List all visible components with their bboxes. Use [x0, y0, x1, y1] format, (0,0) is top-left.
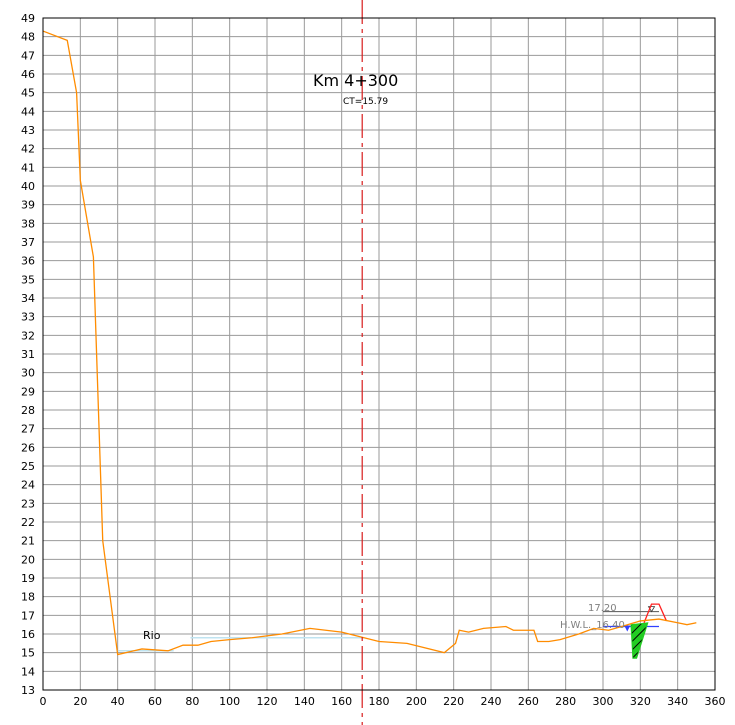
y-tick-label: 34: [21, 292, 35, 305]
y-axis-ticks: 13 14 15 16 17 18 19 20 21 22 23 24 25 26 27 28 29 30 31 32…: [21, 12, 35, 697]
hwl-label: H.W.L._16.40: [560, 620, 625, 631]
y-tick-label: 18: [21, 591, 35, 604]
y-tick-label: 30: [21, 367, 35, 380]
y-tick-label: 40: [21, 180, 35, 193]
hwl-marker-icon: [624, 625, 631, 632]
y-tick-label: 31: [21, 348, 35, 361]
y-tick-label: 47: [21, 49, 35, 62]
y-tick-label: 19: [21, 572, 35, 585]
y-tick-label: 33: [21, 311, 35, 324]
terrain-line: [42, 30, 697, 656]
chart-title: Km 4+300: [313, 71, 398, 90]
y-tick-label: 22: [21, 516, 35, 529]
y-tick-label: 41: [21, 161, 35, 174]
x-tick-label: 320: [630, 695, 651, 708]
y-tick-label: 37: [21, 236, 35, 249]
x-tick-label: 220: [443, 695, 464, 708]
plot-frame: [42, 17, 716, 691]
y-tick-label: 21: [21, 535, 35, 548]
y-tick-label: 26: [21, 441, 35, 454]
y-tick-label: 23: [21, 497, 35, 510]
x-tick-label: 240: [481, 695, 502, 708]
x-tick-label: 120: [257, 695, 278, 708]
x-tick-label: 100: [219, 695, 240, 708]
x-tick-label: 280: [555, 695, 576, 708]
x-tick-label: 200: [406, 695, 427, 708]
y-tick-label: 25: [21, 460, 35, 473]
x-tick-label: 0: [40, 695, 47, 708]
excavation-cut: [630, 622, 649, 659]
levee-profile: [643, 603, 668, 624]
y-tick-label: 38: [21, 217, 35, 230]
x-tick-label: 260: [518, 695, 539, 708]
y-tick-label: 32: [21, 329, 35, 342]
x-axis-ticks: 0 20 40 60 80 100 120 140 160 180 200 220 240 260 280 3…: [40, 695, 726, 708]
x-tick-label: 40: [111, 695, 125, 708]
level-label-17-20: 17.20: [588, 603, 617, 614]
y-tick-label: 49: [21, 12, 35, 25]
y-tick-label: 36: [21, 255, 35, 268]
x-tick-label: 340: [667, 695, 688, 708]
x-tick-label: 360: [705, 695, 726, 708]
x-tick-label: 300: [593, 695, 614, 708]
x-tick-label: 60: [148, 695, 162, 708]
y-tick-label: 14: [21, 665, 35, 678]
chart-subtitle: CT=15.79: [343, 97, 388, 107]
section-features: [117, 603, 668, 659]
y-tick-label: 13: [21, 684, 35, 697]
terrain-profile: [42, 30, 697, 656]
x-tick-label: 20: [73, 695, 87, 708]
y-tick-label: 15: [21, 647, 35, 660]
y-tick-label: 17: [21, 609, 35, 622]
x-tick-label: 140: [294, 695, 315, 708]
y-tick-label: 45: [21, 87, 35, 100]
y-tick-label: 16: [21, 628, 35, 641]
y-tick-label: 43: [21, 124, 35, 137]
y-tick-label: 44: [21, 105, 35, 118]
y-tick-label: 42: [21, 143, 35, 156]
grid: [42, 17, 716, 691]
y-tick-label: 20: [21, 553, 35, 566]
y-tick-label: 29: [21, 385, 35, 398]
x-tick-label: 160: [331, 695, 352, 708]
x-tick-label: 80: [185, 695, 199, 708]
y-tick-label: 28: [21, 404, 35, 417]
y-tick-label: 46: [21, 68, 35, 81]
y-tick-label: 24: [21, 479, 35, 492]
x-tick-label: 180: [369, 695, 390, 708]
y-tick-label: 35: [21, 273, 35, 286]
y-tick-label: 48: [21, 31, 35, 44]
y-tick-label: 27: [21, 423, 35, 436]
y-tick-label: 39: [21, 199, 35, 212]
river-label: Rio: [143, 629, 161, 642]
